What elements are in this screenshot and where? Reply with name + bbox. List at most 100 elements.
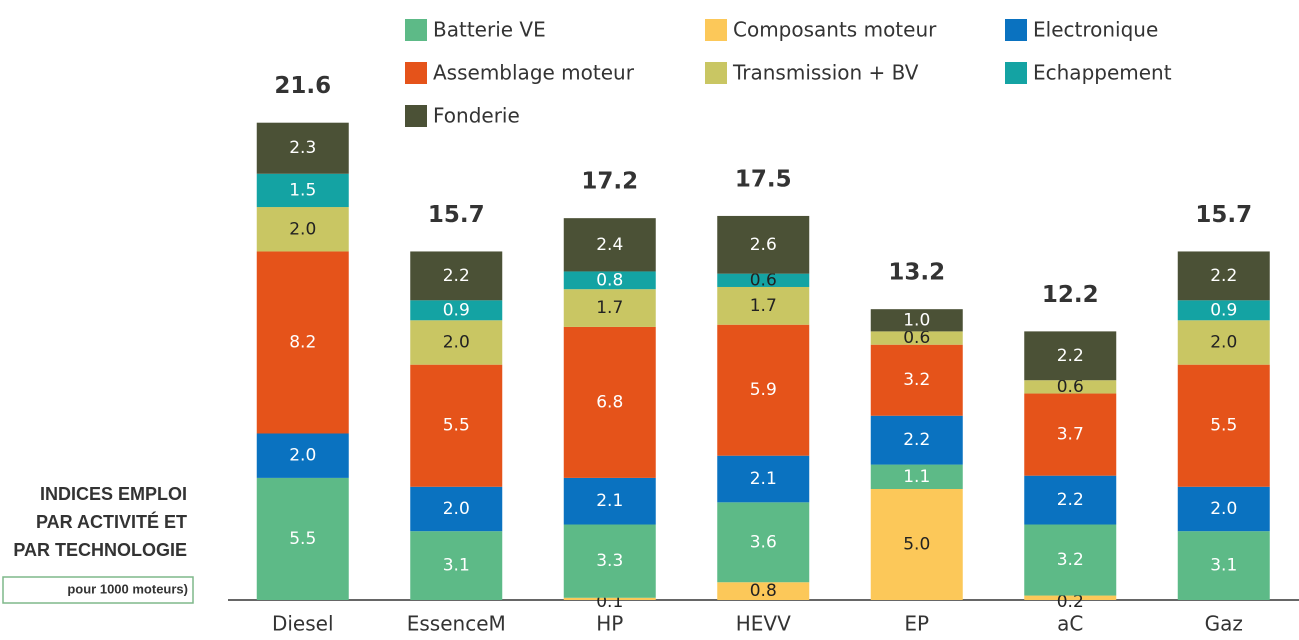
value-label: 0.2 (1057, 592, 1084, 612)
bar-segment (410, 320, 503, 365)
bar-segment (870, 331, 963, 345)
legend-swatch (705, 19, 727, 41)
bar-segment (717, 455, 810, 503)
value-label: 1.0 (903, 310, 930, 330)
bar-segment (563, 271, 656, 290)
x-tick-label: Diesel (272, 612, 334, 636)
value-label: 2.0 (443, 499, 470, 519)
note: pour 1000 moteurs) (67, 581, 188, 596)
bar-segment (717, 502, 810, 583)
value-label: 1.1 (903, 467, 930, 487)
value-label: 0.6 (1057, 377, 1084, 397)
x-tick-label: HEVV (736, 612, 791, 636)
value-label: 2.3 (289, 138, 316, 158)
bar-segment (256, 173, 349, 208)
bar-segment (1024, 331, 1117, 381)
bar-segment (410, 251, 503, 301)
total-label: 17.5 (735, 166, 792, 192)
bar-segment (563, 289, 656, 327)
value-label: 3.6 (750, 532, 777, 552)
bar-segment (563, 477, 656, 525)
side-label: PAR ACTIVITÉ ET (36, 511, 187, 532)
bar-segment (256, 433, 349, 478)
value-label: 1.7 (596, 298, 623, 318)
value-label: 1.7 (750, 296, 777, 316)
bar-segment (870, 489, 963, 600)
legend-swatch (1005, 62, 1027, 84)
x-tick-label: Gaz (1205, 612, 1243, 636)
bar-segment (717, 286, 810, 325)
value-label: 3.2 (903, 370, 930, 390)
side-label: PAR TECHNOLOGIE (13, 540, 187, 560)
value-label: 3.1 (1210, 556, 1237, 576)
note-box (2, 576, 194, 604)
value-label: 2.0 (443, 332, 470, 352)
bar-segment (870, 344, 963, 416)
bar-segment (256, 122, 349, 174)
x-tick-label: EssenceM (407, 612, 506, 636)
value-label: 0.8 (750, 581, 777, 601)
bar-segment (870, 309, 963, 332)
legend-swatch (405, 62, 427, 84)
value-label: 2.2 (903, 430, 930, 450)
bar-segment (563, 524, 656, 598)
value-label: 2.0 (1210, 499, 1237, 519)
value-label: 2.2 (1057, 490, 1084, 510)
legend-label: Batterie VE (433, 18, 546, 42)
value-label: 3.3 (596, 551, 623, 571)
side-label: INDICES EMPLOI (40, 484, 187, 504)
total-label: 21.6 (274, 73, 331, 99)
value-label: 0.8 (596, 270, 623, 290)
bar-segment (870, 415, 963, 465)
bar-segment (410, 486, 503, 532)
bar-segment (256, 207, 349, 252)
bar-segment (256, 251, 349, 434)
bar-segment (717, 582, 810, 600)
bar-segment (1024, 393, 1117, 476)
x-tick-label: HP (596, 612, 623, 636)
value-label: 6.8 (596, 392, 623, 412)
x-tick-label: aC (1057, 612, 1083, 636)
bar-segment (1024, 380, 1117, 394)
bar-segment (717, 215, 810, 274)
legend-label: Transmission + BV (732, 61, 919, 85)
bar-segment (256, 477, 349, 600)
value-label: 3.2 (1057, 550, 1084, 570)
value-label: 2.0 (1210, 332, 1237, 352)
value-label: 1.5 (289, 180, 316, 200)
value-label: 3.7 (1057, 425, 1084, 445)
value-label: 3.1 (443, 556, 470, 576)
bar-segment (563, 597, 656, 600)
legend-label: Fonderie (433, 104, 520, 128)
value-label: 2.6 (750, 235, 777, 255)
legend-label: Electronique (1033, 18, 1158, 42)
total-label: 12.2 (1042, 282, 1099, 308)
value-label: 2.2 (1210, 266, 1237, 286)
bar-segment (563, 326, 656, 478)
total-label: 15.7 (428, 202, 485, 228)
legend-label: Assemblage moteur (433, 61, 635, 85)
value-label: 2.1 (596, 491, 623, 511)
value-label: 2.0 (289, 446, 316, 466)
value-label: 5.5 (289, 529, 316, 549)
bar-segment (563, 218, 656, 272)
bar-segment (1177, 251, 1270, 301)
bar-segment (870, 464, 963, 489)
bar-segment (410, 300, 503, 321)
value-label: 5.5 (1210, 416, 1237, 436)
value-label: 0.9 (443, 300, 470, 320)
value-label: 2.2 (1057, 346, 1084, 366)
value-label: 0.9 (1210, 300, 1237, 320)
value-label: 2.1 (750, 469, 777, 489)
legend-swatch (705, 62, 727, 84)
x-tick-label: EP (904, 612, 929, 636)
bar-segment (1177, 531, 1270, 600)
value-label: 2.0 (289, 219, 316, 239)
bar-segment (1024, 524, 1117, 596)
value-label: 5.5 (443, 416, 470, 436)
value-label: 0.6 (903, 328, 930, 348)
bar-segment (1177, 300, 1270, 321)
legend-swatch (1005, 19, 1027, 41)
value-label: 5.9 (750, 380, 777, 400)
